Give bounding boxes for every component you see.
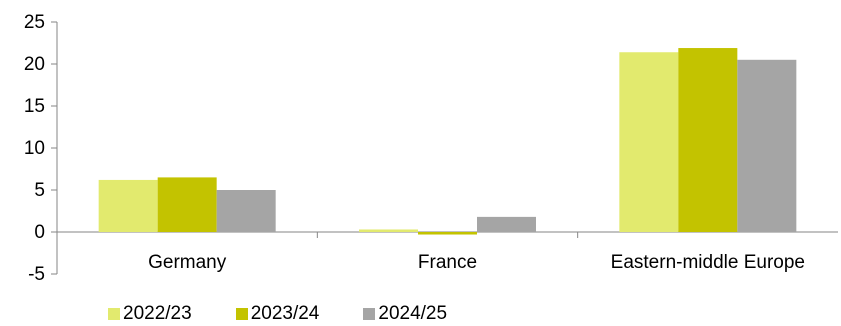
legend-label: 2023/24 <box>250 303 320 324</box>
legend-label: 2022/23 <box>123 303 192 324</box>
bar-2023-24-0 <box>157 177 217 232</box>
y-tick-label: 20 <box>24 54 45 75</box>
category-label: France <box>418 252 477 273</box>
legend-swatch <box>235 308 248 320</box>
category-labels: Germany France Eastern-middle Europe <box>148 252 805 273</box>
legend-label: 2024/25 <box>378 303 448 324</box>
bar-chart: 25 20 15 10 5 0 -5 Germany France Eastern-middle… <box>24 12 838 285</box>
y-tick-label: 25 <box>24 12 45 33</box>
bars <box>98 48 797 235</box>
y-tick-label: 15 <box>24 96 45 117</box>
bar-2023-24-2 <box>678 48 738 232</box>
y-axis: 25 20 15 10 5 0 -5 <box>24 12 58 285</box>
y-tick-label: -5 <box>28 264 45 285</box>
bar-2022-23-0 <box>98 179 158 232</box>
bar-2024-25-1 <box>477 216 536 232</box>
y-tick-label: 10 <box>24 138 45 159</box>
y-tick-label: 0 <box>34 222 45 243</box>
legend-swatch <box>108 308 120 320</box>
legend-item: 2023/24 <box>235 302 320 326</box>
bar-2024-25-2 <box>737 59 797 232</box>
legend: 2022/23 2023/24 2024/25 <box>108 302 491 326</box>
category-label: Germany <box>148 252 227 273</box>
legend-item: 2022/23 <box>108 302 192 326</box>
legend-item: 2024/25 <box>363 302 447 326</box>
bar-2023-24-1 <box>418 232 477 235</box>
bar-2022-23-1 <box>359 229 418 232</box>
legend-swatch <box>363 308 376 320</box>
y-tick-label: 5 <box>34 180 45 201</box>
bar-2022-23-2 <box>619 52 679 232</box>
bar-2024-25-0 <box>216 190 276 232</box>
category-label: Eastern-middle Europe <box>611 252 805 273</box>
